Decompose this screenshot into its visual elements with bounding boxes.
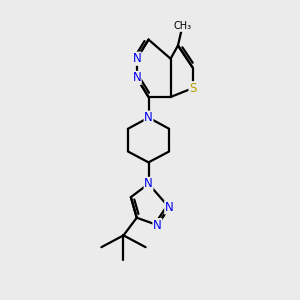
Text: CH₃: CH₃ bbox=[173, 21, 191, 31]
Text: S: S bbox=[189, 82, 196, 95]
Text: N: N bbox=[153, 219, 162, 232]
Text: N: N bbox=[165, 201, 173, 214]
Text: N: N bbox=[144, 111, 153, 124]
Text: N: N bbox=[144, 177, 153, 190]
Text: N: N bbox=[132, 71, 141, 84]
Text: N: N bbox=[132, 52, 141, 65]
